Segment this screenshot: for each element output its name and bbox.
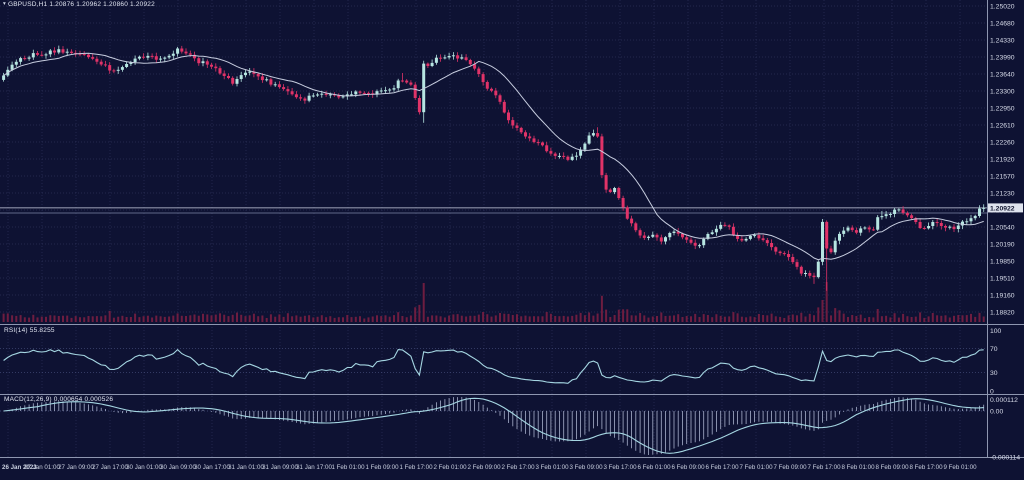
svg-text:0.00: 0.00 (990, 409, 1003, 416)
svg-text:1 Feb 09:00: 1 Feb 09:00 (365, 464, 399, 471)
svg-text:8 Feb 17:00: 8 Feb 17:00 (909, 464, 943, 471)
svg-text:31 Jan 17:00: 31 Jan 17:00 (296, 464, 332, 471)
svg-text:1.21230: 1.21230 (990, 191, 1015, 198)
svg-text:1.22260: 1.22260 (990, 140, 1015, 147)
macd-signal-line (3, 397, 984, 454)
svg-text:1.20540: 1.20540 (990, 225, 1015, 232)
svg-text:1.24330: 1.24330 (990, 38, 1015, 45)
macd-axis-labels: 0.000112 0.00 -0.000114 (990, 397, 1020, 462)
svg-text:1.18820: 1.18820 (990, 310, 1015, 317)
svg-text:6 Feb 17:00: 6 Feb 17:00 (705, 464, 739, 471)
svg-text:6 Feb 01:00: 6 Feb 01:00 (637, 464, 671, 471)
moving-average-line (3, 52, 984, 261)
svg-text:-0.000114: -0.000114 (990, 455, 1020, 462)
svg-text:0.000112: 0.000112 (990, 397, 1018, 404)
pane-separators (0, 0, 1024, 458)
svg-text:8 Feb 09:00: 8 Feb 09:00 (875, 464, 909, 471)
svg-text:1.23300: 1.23300 (990, 89, 1015, 96)
svg-text:1.25020: 1.25020 (990, 4, 1015, 11)
svg-text:1.20190: 1.20190 (990, 242, 1015, 249)
svg-text:1.24680: 1.24680 (990, 21, 1015, 28)
svg-text:3 Feb 01:00: 3 Feb 01:00 (535, 464, 569, 471)
svg-text:1.19510: 1.19510 (990, 276, 1015, 283)
svg-text:1.23990: 1.23990 (990, 55, 1015, 62)
svg-text:2 Feb 01:00: 2 Feb 01:00 (433, 464, 467, 471)
svg-text:3 Feb 09:00: 3 Feb 09:00 (569, 464, 603, 471)
grid (0, 0, 987, 457)
svg-text:30: 30 (990, 370, 998, 377)
current-price-badge: 1.20922 (988, 203, 1023, 213)
svg-text:6 Feb 09:00: 6 Feb 09:00 (671, 464, 705, 471)
svg-text:100: 100 (990, 328, 1002, 335)
svg-text:30 Jan 09:00: 30 Jan 09:00 (160, 464, 196, 471)
svg-text:7 Feb 09:00: 7 Feb 09:00 (773, 464, 807, 471)
svg-text:1.19160: 1.19160 (990, 293, 1015, 300)
svg-text:27 Jan 17:00: 27 Jan 17:00 (92, 464, 128, 471)
rsi-line (3, 348, 984, 384)
svg-text:70: 70 (990, 346, 998, 353)
svg-text:2 Feb 09:00: 2 Feb 09:00 (467, 464, 501, 471)
volume-bars (2, 282, 985, 322)
svg-text:31 Jan 01:00: 31 Jan 01:00 (228, 464, 264, 471)
svg-text:1.21920: 1.21920 (990, 157, 1015, 164)
svg-text:30 Jan 01:00: 30 Jan 01:00 (126, 464, 162, 471)
svg-text:1.22950: 1.22950 (990, 106, 1015, 113)
svg-text:30 Jan 17:00: 30 Jan 17:00 (194, 464, 230, 471)
svg-text:1 Feb 01:00: 1 Feb 01:00 (331, 464, 365, 471)
rsi-axis-labels: 100 70 30 0 (990, 328, 1002, 396)
svg-text:1 Feb 17:00: 1 Feb 17:00 (399, 464, 433, 471)
svg-text:9 Feb 01:00: 9 Feb 01:00 (943, 464, 977, 471)
svg-text:0: 0 (990, 389, 994, 396)
svg-text:27 Jan 01:00: 27 Jan 01:00 (24, 464, 60, 471)
svg-text:26 Jan 2023: 26 Jan 2023 (2, 464, 37, 471)
svg-text:31 Jan 09:00: 31 Jan 09:00 (262, 464, 298, 471)
macd-histogram (7, 397, 985, 455)
svg-text:8 Feb 01:00: 8 Feb 01:00 (841, 464, 875, 471)
svg-text:1.20922: 1.20922 (990, 205, 1015, 212)
svg-text:1.21570: 1.21570 (990, 174, 1015, 181)
svg-text:1.19850: 1.19850 (990, 259, 1015, 266)
svg-text:27 Jan 09:00: 27 Jan 09:00 (58, 464, 94, 471)
svg-text:1.23640: 1.23640 (990, 72, 1015, 79)
svg-text:7 Feb 01:00: 7 Feb 01:00 (739, 464, 773, 471)
svg-text:1.22610: 1.22610 (990, 123, 1015, 130)
svg-text:7 Feb 17:00: 7 Feb 17:00 (807, 464, 841, 471)
svg-text:2 Feb 17:00: 2 Feb 17:00 (501, 464, 535, 471)
svg-text:3 Feb 17:00: 3 Feb 17:00 (603, 464, 637, 471)
